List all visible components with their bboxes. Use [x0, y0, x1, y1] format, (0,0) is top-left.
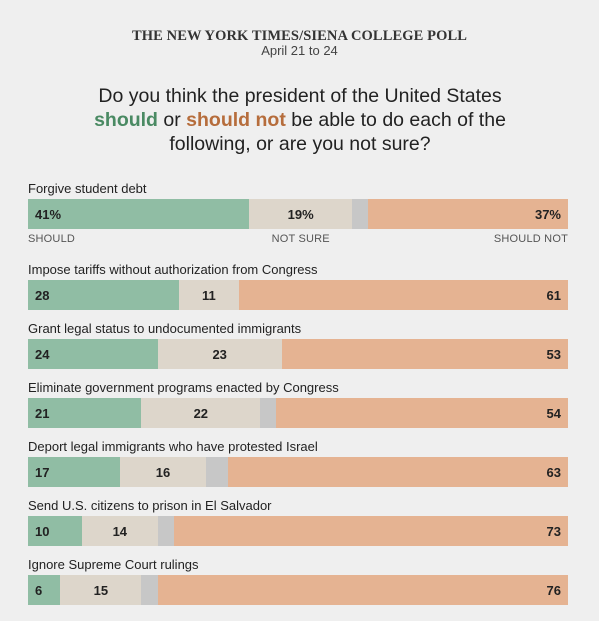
- poll-source: THE NEW YORK TIMES/SIENA COLLEGE POLL: [131, 28, 467, 44]
- value-label-should: 21: [35, 406, 50, 421]
- category-should-not-label: SHOULD NOT: [493, 233, 568, 245]
- bar-should: [28, 398, 142, 428]
- bar-unaccounted: [260, 398, 277, 428]
- category-should-label: SHOULD: [28, 233, 76, 245]
- bar-should-not: [173, 516, 568, 546]
- value-label-should-not: 61: [546, 288, 561, 303]
- value-label-should: 24: [35, 347, 50, 362]
- bar-should: [28, 457, 120, 487]
- value-label-should-not: 73: [546, 524, 561, 539]
- question-should-not: should not: [186, 109, 286, 131]
- value-label-should: 17: [35, 465, 50, 480]
- value-label-should: 6: [35, 583, 43, 598]
- value-label-should: 10: [35, 524, 50, 539]
- bar-should-not: [227, 457, 568, 487]
- stacked-bar: 10 14 73: [28, 516, 568, 546]
- question-or: or: [157, 109, 187, 131]
- value-label-should-not: 37%: [534, 207, 561, 222]
- row-label: Grant legal status to undocumented immig…: [28, 321, 302, 336]
- stacked-bar: 24 23 53: [28, 339, 568, 369]
- bar-unaccounted: [352, 199, 369, 229]
- bar-should: [28, 339, 158, 369]
- bar-should-not: [368, 199, 568, 229]
- chart-title: Do you think the president of the United…: [80, 84, 520, 156]
- value-label-should: 28: [35, 288, 50, 303]
- row-label: Eliminate government programs enacted by…: [28, 380, 339, 395]
- bar-should: [28, 575, 61, 605]
- stacked-bar: 21 22 54: [28, 398, 568, 428]
- value-label-not-sure: 19%: [287, 207, 314, 222]
- value-label-not-sure: 16: [155, 465, 171, 480]
- value-label-should-not: 53: [546, 347, 561, 362]
- stacked-bar: 28 11 61: [28, 280, 568, 310]
- question-part-1: Do you think the president of the United…: [98, 85, 502, 107]
- value-label-not-sure: 15: [93, 583, 109, 598]
- value-label-should-not: 76: [546, 583, 561, 598]
- row-label: Deport legal immigrants who have protest…: [28, 439, 318, 454]
- bar-not-sure: [60, 575, 142, 605]
- value-label-not-sure: 22: [193, 406, 209, 421]
- question-part-2: be able to do each of the following, or …: [169, 109, 506, 155]
- value-label-not-sure: 23: [212, 347, 227, 362]
- value-label-not-sure: 14: [112, 524, 128, 539]
- bar-not-sure: [82, 516, 158, 546]
- bar-should-not: [157, 575, 568, 605]
- bar-not-sure: [157, 339, 282, 369]
- value-label-should-not: 54: [546, 406, 561, 421]
- bar-should-not: [238, 280, 568, 310]
- stacked-bar: 17 16 63: [28, 457, 568, 487]
- bar-should-not: [276, 398, 568, 428]
- bar-not-sure: [179, 280, 239, 310]
- bar-unaccounted: [157, 516, 174, 546]
- bar-should: [28, 516, 82, 546]
- row-label: Impose tariffs without authorization fro…: [28, 262, 318, 277]
- row-label: Forgive student debt: [28, 181, 147, 196]
- question-should: should: [94, 109, 158, 131]
- value-label-not-sure: 11: [202, 288, 216, 303]
- bar-should: [28, 280, 180, 310]
- value-label-should-not: 63: [546, 465, 561, 480]
- bar-should: [28, 199, 250, 229]
- category-labels: SHOULD NOT SURE SHOULD NOT: [28, 233, 568, 247]
- row-label: Send U.S. citizens to prison in El Salva…: [28, 498, 272, 513]
- row-label: Ignore Supreme Court rulings: [28, 557, 199, 572]
- bar-not-sure: [119, 457, 207, 487]
- category-not-sure-label: NOT SURE: [271, 233, 330, 245]
- stacked-bar: 6 15 76: [28, 575, 568, 605]
- bar-should-not: [281, 339, 568, 369]
- bar-not-sure: [141, 398, 261, 428]
- value-label-should: 41%: [35, 207, 62, 222]
- poll-dates: April 21 to 24: [261, 43, 338, 58]
- bar-unaccounted: [141, 575, 158, 605]
- bar-not-sure: [249, 199, 352, 229]
- bar-unaccounted: [206, 457, 228, 487]
- stacked-bar: 41% 19% 37%: [28, 199, 568, 229]
